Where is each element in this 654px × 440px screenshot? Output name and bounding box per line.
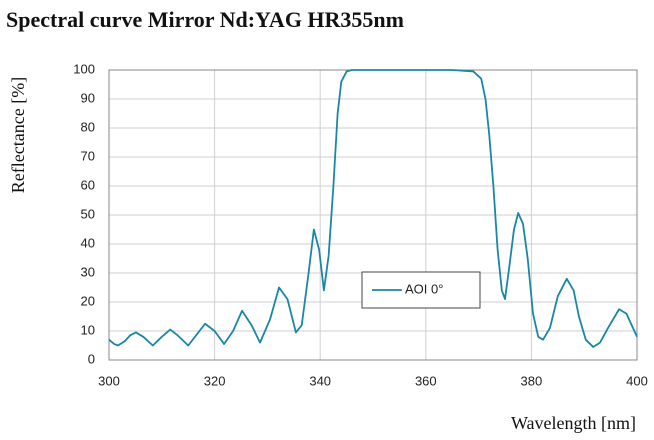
y-tick-label: 40 xyxy=(81,235,95,250)
y-tick-label: 20 xyxy=(81,293,95,308)
y-tick-label: 100 xyxy=(73,61,95,76)
y-tick-label: 50 xyxy=(81,206,95,221)
x-tick-label: 400 xyxy=(626,373,648,388)
legend-label: AOI 0° xyxy=(405,281,443,296)
x-tick-label: 340 xyxy=(309,373,331,388)
y-tick-label: 60 xyxy=(81,177,95,192)
x-tick-label: 380 xyxy=(521,373,543,388)
y-tick-label: 30 xyxy=(81,264,95,279)
y-axis-label: Reflectance [%] xyxy=(8,77,28,193)
data-line xyxy=(108,69,638,348)
y-tick-label: 70 xyxy=(81,148,95,163)
x-tick-label: 300 xyxy=(98,373,120,388)
x-axis-label: Wavelength [nm] xyxy=(511,413,636,433)
y-tick-label: 80 xyxy=(81,119,95,134)
y-tick-label: 90 xyxy=(81,90,95,105)
chart-title: Spectral curve Mirror Nd:YAG HR355nm xyxy=(6,7,404,32)
y-tick-label: 10 xyxy=(81,322,95,337)
y-tick-label: 0 xyxy=(88,351,95,366)
x-tick-label: 320 xyxy=(204,373,226,388)
x-tick-label: 360 xyxy=(415,373,437,388)
